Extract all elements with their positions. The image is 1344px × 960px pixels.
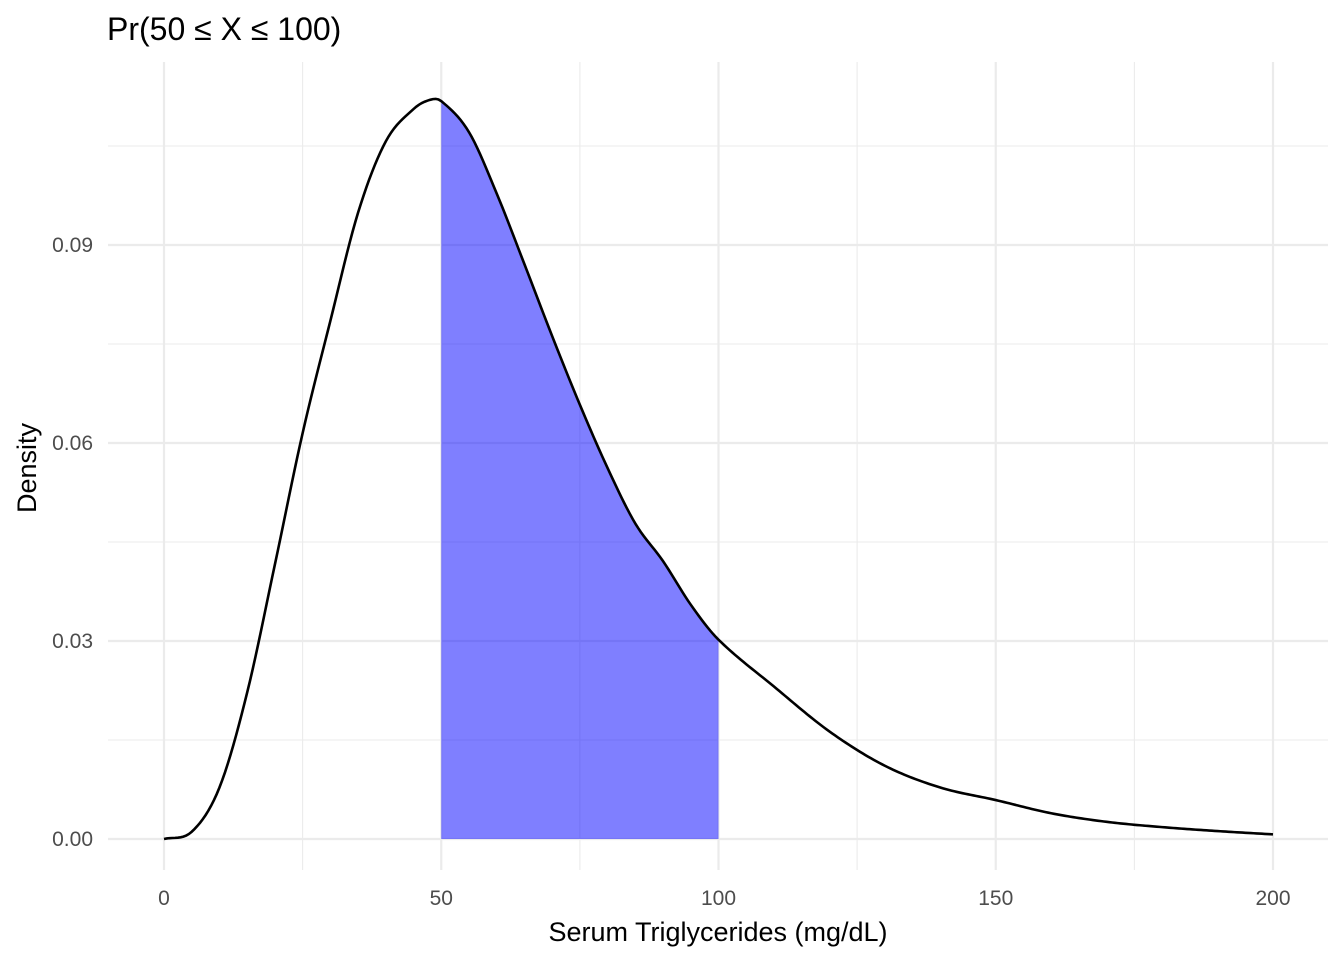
curve-group	[163, 97, 1274, 841]
x-tick-label: 200	[1255, 887, 1290, 910]
y-tick-label: 0.09	[52, 234, 93, 257]
x-tick-labels: 0 50 100 150 200	[158, 887, 1290, 910]
shaded-area-group	[441, 101, 719, 840]
x-tick-label: 50	[430, 887, 453, 910]
x-tick-label: 150	[978, 887, 1013, 910]
shaded-probability-area	[441, 101, 719, 840]
x-axis-title: Serum Triglycerides (mg/dL)	[548, 917, 887, 947]
y-tick-label: 0.03	[52, 630, 93, 653]
density-curve	[163, 97, 1274, 841]
x-tick-label: 0	[158, 887, 170, 910]
x-tick-label: 100	[701, 887, 736, 910]
y-tick-label: 0.06	[52, 432, 93, 455]
y-axis-title: Density	[12, 422, 42, 513]
y-tick-label: 0.00	[52, 828, 93, 851]
chart-title: Pr(50 ≤ X ≤ 100)	[107, 11, 341, 47]
y-tick-labels: 0.00 0.03 0.06 0.09	[52, 234, 93, 851]
